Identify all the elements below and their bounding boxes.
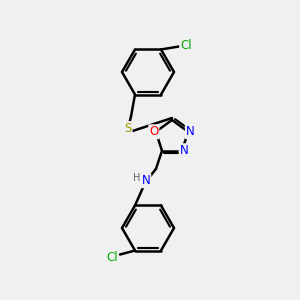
Text: H: H [133,173,141,183]
Text: Cl: Cl [180,39,192,52]
Text: O: O [149,125,158,138]
Text: N: N [142,174,150,187]
Text: N: N [186,125,194,138]
Text: N: N [180,144,188,157]
Text: S: S [124,122,132,135]
Text: Cl: Cl [106,251,118,264]
